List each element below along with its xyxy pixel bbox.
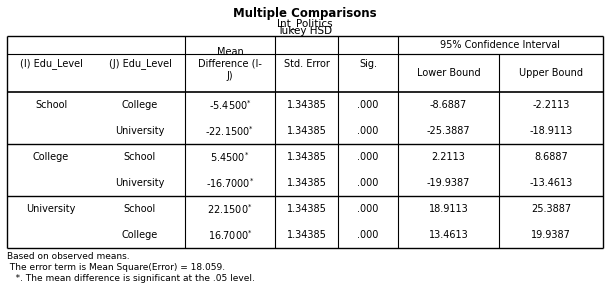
Text: 1.34385: 1.34385	[287, 230, 326, 240]
Text: 1.34385: 1.34385	[287, 204, 326, 214]
Text: 25.3887: 25.3887	[531, 204, 571, 214]
Text: School: School	[124, 152, 156, 162]
Text: *. The mean difference is significant at the .05 level.: *. The mean difference is significant at…	[7, 274, 255, 283]
Text: 1.34385: 1.34385	[287, 100, 326, 110]
Text: 13.4613: 13.4613	[429, 230, 468, 240]
Text: -25.3887: -25.3887	[426, 126, 470, 136]
Text: Int_Politics: Int_Politics	[277, 18, 333, 29]
Text: 95% Confidence Interval: 95% Confidence Interval	[440, 40, 561, 50]
Text: University: University	[115, 126, 165, 136]
Text: 1.34385: 1.34385	[287, 126, 326, 136]
Text: 5.4500$^{*}$: 5.4500$^{*}$	[210, 150, 249, 164]
Text: Upper Bound: Upper Bound	[519, 68, 583, 78]
Text: (I) Edu_Level: (I) Edu_Level	[20, 58, 82, 69]
Text: College: College	[122, 100, 158, 110]
Text: Multiple Comparisons: Multiple Comparisons	[233, 7, 377, 20]
Text: The error term is Mean Square(Error) = 18.059.: The error term is Mean Square(Error) = 1…	[7, 263, 225, 272]
Text: -18.9113: -18.9113	[529, 126, 573, 136]
Text: -16.7000$^{*}$: -16.7000$^{*}$	[206, 176, 254, 190]
Text: (J) Edu_Level: (J) Edu_Level	[109, 58, 171, 69]
Text: -5.4500$^{*}$: -5.4500$^{*}$	[209, 98, 251, 112]
Text: Mean
Difference (I-
J): Mean Difference (I- J)	[198, 46, 262, 81]
Text: .000: .000	[357, 178, 379, 188]
Text: 18.9113: 18.9113	[429, 204, 468, 214]
Text: College: College	[122, 230, 158, 240]
Text: -8.6887: -8.6887	[430, 100, 467, 110]
Text: Lower Bound: Lower Bound	[417, 68, 480, 78]
Text: 19.9387: 19.9387	[531, 230, 571, 240]
Text: University: University	[115, 178, 165, 188]
Text: Tukey HSD: Tukey HSD	[278, 26, 332, 36]
Text: .000: .000	[357, 204, 379, 214]
Text: .000: .000	[357, 100, 379, 110]
Text: School: School	[35, 100, 67, 110]
Text: 2.2113: 2.2113	[431, 152, 465, 162]
Text: School: School	[124, 204, 156, 214]
Text: 22.1500$^{*}$: 22.1500$^{*}$	[207, 202, 253, 216]
Text: .000: .000	[357, 126, 379, 136]
Text: .000: .000	[357, 152, 379, 162]
Text: College: College	[33, 152, 69, 162]
Text: University: University	[26, 204, 76, 214]
Text: -22.1500$^{*}$: -22.1500$^{*}$	[206, 124, 254, 138]
Text: -2.2113: -2.2113	[533, 100, 570, 110]
Text: Std. Error: Std. Error	[284, 59, 329, 69]
Text: 8.6887: 8.6887	[534, 152, 568, 162]
Text: 1.34385: 1.34385	[287, 152, 326, 162]
Text: Sig.: Sig.	[359, 59, 377, 69]
Text: -13.4613: -13.4613	[529, 178, 573, 188]
Text: Based on observed means.: Based on observed means.	[7, 252, 129, 261]
Text: -19.9387: -19.9387	[427, 178, 470, 188]
Text: .000: .000	[357, 230, 379, 240]
Text: 1.34385: 1.34385	[287, 178, 326, 188]
Text: 16.7000$^{*}$: 16.7000$^{*}$	[207, 228, 253, 242]
